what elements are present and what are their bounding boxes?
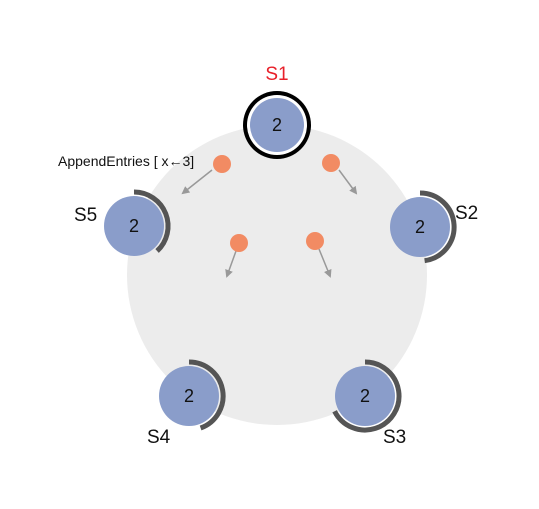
message-dot bbox=[306, 232, 324, 250]
cluster-background bbox=[127, 125, 427, 425]
node-body bbox=[335, 366, 395, 426]
server-node-s2[interactable]: 2 bbox=[390, 190, 457, 264]
node-body bbox=[104, 196, 164, 256]
server-label-s4: S4 bbox=[147, 427, 171, 448]
message-to-s3[interactable] bbox=[306, 232, 332, 278]
message-dot bbox=[213, 155, 231, 173]
message-arrow bbox=[225, 250, 237, 278]
server-node-s5[interactable]: 2 bbox=[104, 189, 171, 256]
node-body bbox=[390, 197, 450, 257]
election-timer-ring bbox=[133, 189, 171, 253]
message-arrow bbox=[318, 248, 332, 278]
message-dot bbox=[322, 154, 340, 172]
message-to-s4[interactable] bbox=[225, 234, 248, 278]
server-node-s1[interactable]: 2 bbox=[243, 91, 311, 159]
server-node-s3[interactable]: 2 bbox=[332, 359, 402, 433]
node-body bbox=[250, 98, 304, 152]
message-to-s2[interactable] bbox=[322, 154, 358, 195]
message-arrow bbox=[338, 169, 358, 195]
leader-label: S1 bbox=[265, 64, 288, 85]
message-dot bbox=[230, 234, 248, 252]
node-term: 2 bbox=[184, 386, 194, 406]
server-node-s4[interactable]: 2 bbox=[159, 359, 226, 431]
server-label-s2: S2 bbox=[455, 203, 478, 224]
server-label-s5: S5 bbox=[74, 205, 97, 226]
message-label: AppendEntries [ x←3] bbox=[58, 153, 194, 169]
election-timer-ring bbox=[188, 359, 226, 431]
server-label-s3: S3 bbox=[383, 427, 406, 448]
message-to-s5[interactable] bbox=[181, 155, 231, 195]
node-term: 2 bbox=[360, 386, 370, 406]
election-timer-ring bbox=[332, 359, 402, 433]
election-timer-ring bbox=[419, 190, 457, 264]
node-term: 2 bbox=[129, 216, 139, 236]
message-arrow bbox=[181, 169, 213, 195]
node-body bbox=[159, 366, 219, 426]
node-term: 2 bbox=[415, 217, 425, 237]
node-term: 2 bbox=[272, 115, 282, 135]
